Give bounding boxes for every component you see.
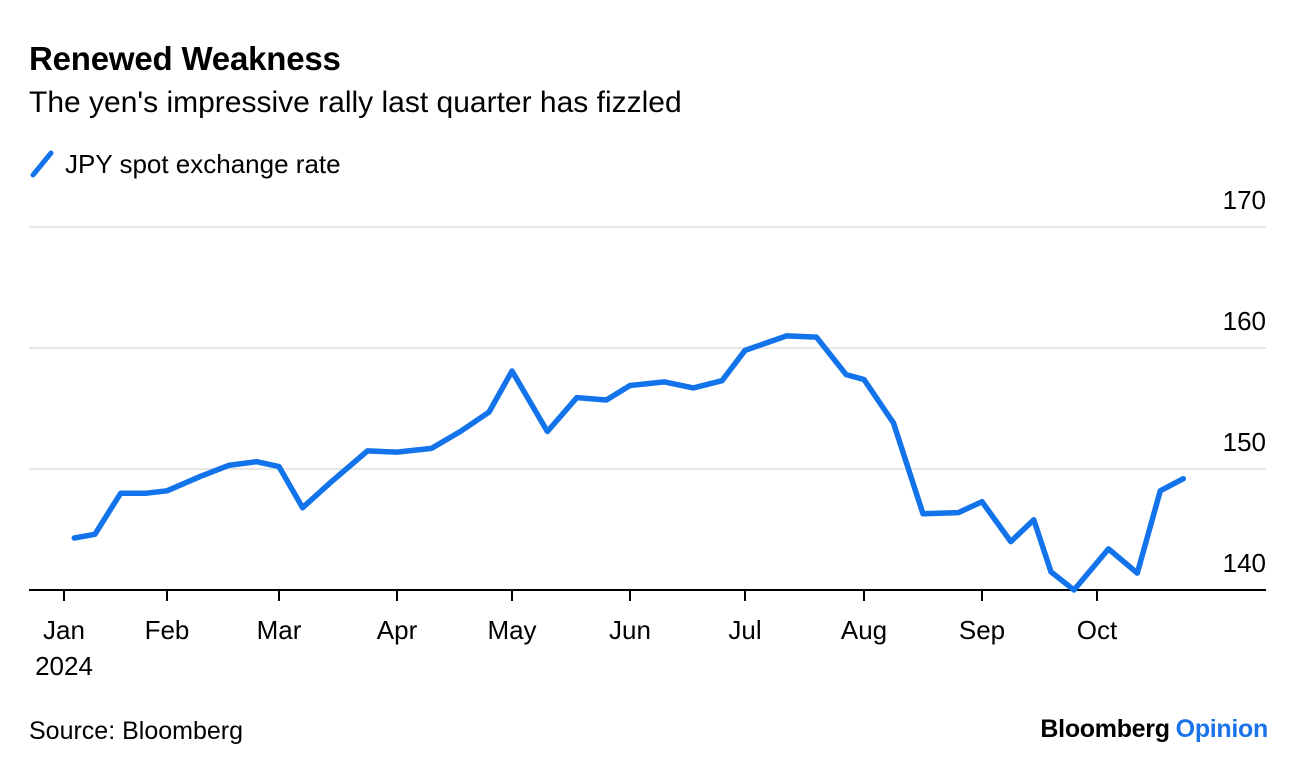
data-point — [1158, 488, 1163, 493]
data-point — [956, 510, 961, 515]
chart-subtitle: The yen's impressive rally last quarter … — [29, 86, 682, 119]
y-tick-label-160: 160 — [1223, 306, 1266, 336]
x-tick-label-mar: Mar — [257, 615, 302, 645]
data-point — [254, 459, 259, 464]
data-point — [921, 511, 926, 516]
data-point — [662, 379, 667, 384]
data-point — [1135, 571, 1140, 576]
data-point — [862, 377, 867, 382]
data-point — [1106, 546, 1111, 551]
data-point — [743, 348, 748, 353]
data-point — [1072, 588, 1077, 593]
brand-logo: Bloomberg Opinion — [1040, 715, 1268, 744]
brand-name: Bloomberg — [1040, 715, 1170, 743]
x-tick-label-jul: Jul — [728, 615, 761, 645]
data-point — [365, 448, 370, 453]
data-point — [510, 369, 515, 374]
data-point — [487, 410, 492, 415]
data-point — [1008, 539, 1013, 544]
data-point — [395, 450, 400, 455]
data-point — [891, 421, 896, 426]
data-point — [844, 372, 849, 377]
data-point — [814, 335, 819, 340]
data-point — [198, 474, 203, 479]
x-tick-label-aug: Aug — [841, 615, 887, 645]
data-point — [72, 536, 77, 541]
data-point — [1049, 569, 1054, 574]
data-point — [277, 464, 282, 469]
data-point — [720, 378, 725, 383]
x-tick-label-feb: Feb — [145, 615, 190, 645]
source-note: Source: Bloomberg — [29, 717, 244, 745]
legend: JPY spot exchange rate — [29, 148, 341, 180]
y-tick-label-150: 150 — [1223, 427, 1266, 457]
data-point — [144, 491, 149, 496]
data-point — [784, 333, 789, 338]
data-point — [118, 491, 123, 496]
data-point — [628, 383, 633, 388]
data-point — [226, 463, 231, 468]
data-point — [165, 488, 170, 493]
x-tick-label-jan: Jan — [43, 615, 85, 645]
line-chart: 140 150 160 170 Jan Feb Mar Apr May Jun Jul Aug Sep O… — [29, 185, 1266, 681]
data-point — [604, 398, 609, 403]
data-point — [458, 429, 463, 434]
data-point — [1181, 476, 1186, 481]
brand-suffix: Opinion — [1175, 715, 1269, 743]
legend-swatch-icon — [30, 150, 54, 178]
chart-title: Renewed Weakness — [29, 40, 341, 77]
y-tick-label-170: 170 — [1223, 185, 1266, 215]
x-tick-label-may: May — [487, 615, 536, 645]
data-point — [574, 395, 579, 400]
data-point — [300, 505, 305, 510]
data-point — [92, 532, 97, 537]
data-point — [330, 479, 335, 484]
series-line-jpy — [71, 333, 1187, 593]
x-tick-label-apr: Apr — [377, 615, 418, 645]
legend-label: JPY spot exchange rate — [65, 148, 341, 179]
data-point — [429, 446, 434, 451]
data-point — [980, 499, 985, 504]
x-year-label: 2024 — [35, 651, 93, 681]
y-tick-label-140: 140 — [1223, 548, 1266, 578]
x-tick-label-oct: Oct — [1077, 615, 1118, 645]
data-point — [1031, 517, 1036, 522]
x-tick-label-jun: Jun — [609, 615, 651, 645]
x-tick-label-sep: Sep — [959, 615, 1005, 645]
data-point — [691, 385, 696, 390]
data-point — [545, 429, 550, 434]
